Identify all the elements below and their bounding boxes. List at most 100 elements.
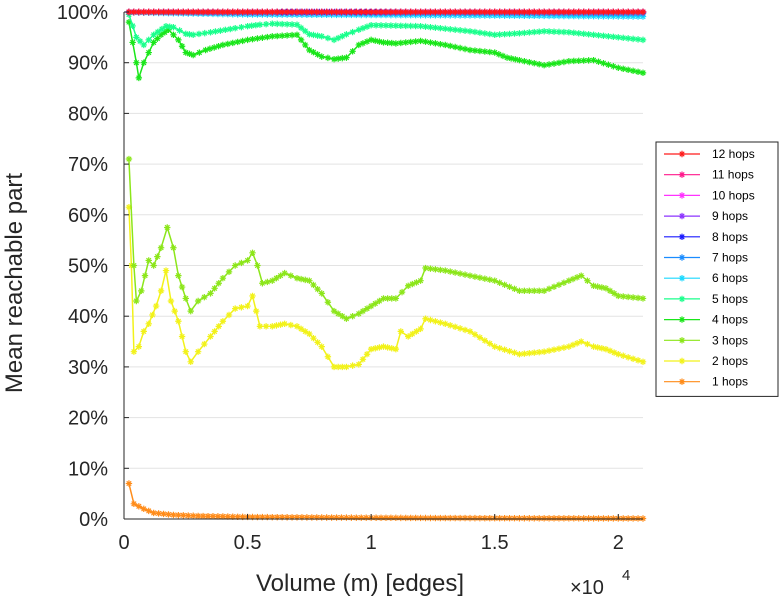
data-point (190, 8, 197, 16)
data-point (624, 35, 632, 42)
data-point (461, 514, 469, 522)
data-point (540, 62, 548, 69)
data-point (298, 8, 306, 16)
data-point (149, 311, 156, 319)
data-point (209, 513, 217, 520)
data-point (456, 514, 464, 522)
data-point (506, 30, 513, 38)
data-point (427, 265, 434, 272)
grid (124, 11, 643, 469)
data-point (199, 8, 207, 16)
data-point (323, 514, 330, 521)
legend-marker (678, 357, 686, 365)
data-point (367, 21, 375, 29)
legend-label: 10 hops (712, 188, 755, 202)
data-point (506, 347, 513, 355)
data-point (417, 514, 424, 522)
data-point (164, 224, 171, 231)
data-point (624, 8, 632, 16)
data-point (388, 295, 395, 302)
legend-marker (678, 233, 686, 240)
data-point (447, 268, 454, 275)
data-point (560, 8, 568, 16)
data-point (575, 57, 582, 64)
data-point (249, 292, 256, 300)
legend-marker (678, 150, 686, 158)
axes: 0% 10% 20% 30% 40% 50% 60% 70% 80% 90% 100% 0 0.5 1 1.… (57, 2, 643, 554)
data-point (376, 38, 383, 45)
data-point (288, 514, 296, 521)
y-tick-label: 50% (68, 256, 108, 278)
data-point (402, 8, 409, 16)
data-point (178, 43, 186, 50)
data-point (590, 343, 597, 350)
y-tick-label: 70% (68, 154, 108, 176)
data-point (249, 249, 256, 257)
data-point (324, 54, 332, 62)
data-point (165, 26, 172, 33)
data-point (190, 31, 197, 39)
data-point (521, 515, 528, 522)
y-tick-label: 90% (68, 53, 108, 75)
data-point (550, 346, 558, 353)
data-point (367, 345, 375, 353)
data-point (269, 323, 276, 330)
data-point (287, 272, 295, 279)
data-point (451, 43, 459, 51)
data-point (328, 514, 335, 521)
data-point (199, 512, 207, 520)
legend-label: 8 hops (712, 230, 748, 244)
data-point (555, 515, 563, 522)
data-point (585, 57, 592, 64)
data-point (269, 513, 276, 521)
data-point (175, 511, 182, 519)
x-tick-label: 0.5 (234, 532, 262, 554)
data-point (595, 515, 602, 522)
data-point (150, 509, 157, 517)
data-point (133, 297, 140, 305)
data-point (521, 8, 528, 16)
data-point (161, 29, 168, 36)
data-point (190, 512, 197, 519)
data-point (170, 31, 177, 39)
data-point (254, 8, 261, 16)
data-point (432, 318, 439, 325)
data-point (620, 352, 627, 359)
y-tick-label: 100% (57, 2, 108, 24)
data-point (398, 288, 406, 296)
data-point (367, 36, 375, 44)
data-point (310, 31, 317, 39)
data-point (349, 362, 356, 369)
data-point (413, 328, 420, 335)
data-point (432, 266, 439, 273)
data-point (178, 283, 186, 291)
data-point (239, 8, 246, 16)
data-point (456, 270, 464, 277)
data-point (264, 278, 271, 286)
data-point (600, 32, 607, 40)
data-point (343, 8, 350, 16)
data-point (476, 29, 484, 36)
data-point (333, 514, 340, 521)
data-point (580, 8, 587, 16)
data-point (466, 328, 474, 335)
data-point (293, 31, 301, 39)
data-point (417, 37, 424, 45)
data-point (471, 514, 479, 522)
data-point (182, 348, 189, 355)
data-point (550, 28, 558, 35)
series-12-hops (125, 8, 647, 16)
data-point (162, 22, 170, 30)
data-point (185, 512, 192, 519)
data-point (615, 8, 622, 16)
data-point (314, 51, 321, 58)
data-point (392, 514, 400, 522)
data-point (451, 269, 459, 276)
data-point (297, 275, 305, 283)
data-point (204, 8, 212, 16)
data-point (481, 48, 489, 55)
data-point (355, 361, 362, 368)
data-point (283, 21, 291, 28)
data-point (620, 34, 627, 42)
data-point (447, 42, 454, 50)
